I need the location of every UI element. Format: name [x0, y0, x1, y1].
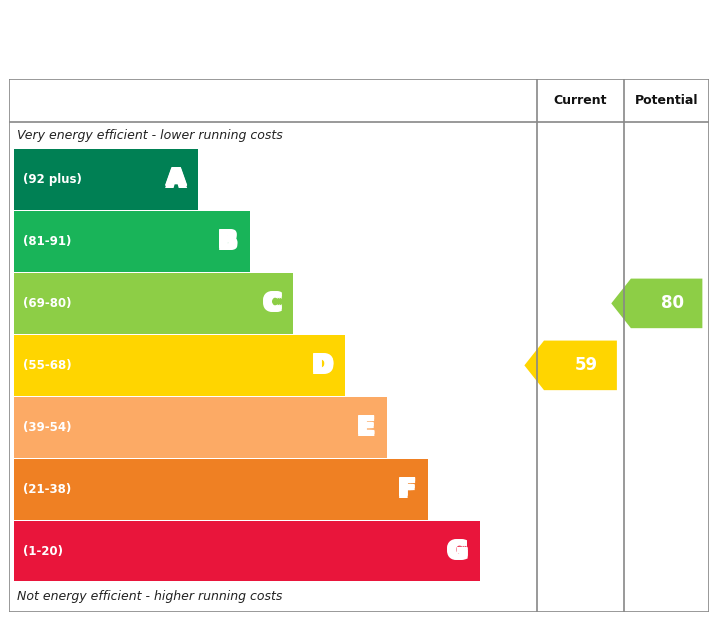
Text: (55-68): (55-68)	[23, 359, 71, 372]
Polygon shape	[611, 279, 702, 328]
Text: (39-54): (39-54)	[23, 421, 71, 434]
Text: (81-91): (81-91)	[23, 235, 71, 248]
Text: A: A	[169, 169, 187, 193]
Text: B: B	[219, 230, 237, 253]
Text: 59: 59	[575, 357, 598, 374]
Text: B: B	[217, 228, 235, 252]
Text: G: G	[448, 538, 467, 561]
Text: C: C	[261, 293, 279, 317]
Text: D: D	[315, 355, 335, 379]
Bar	[14, 211, 250, 272]
Text: F: F	[401, 476, 417, 500]
Text: C: C	[266, 293, 283, 317]
Text: A: A	[169, 167, 187, 191]
Text: F: F	[401, 479, 417, 503]
Text: F: F	[401, 477, 417, 501]
Text: G: G	[449, 538, 469, 561]
Text: E: E	[360, 415, 376, 439]
Bar	[14, 521, 480, 581]
Text: B: B	[221, 231, 239, 255]
Text: E: E	[358, 413, 374, 438]
Text: D: D	[311, 353, 330, 378]
Text: E: E	[360, 417, 376, 441]
Text: E: E	[358, 417, 374, 441]
Text: G: G	[446, 538, 465, 561]
Text: 80: 80	[661, 295, 684, 313]
Bar	[14, 397, 386, 457]
Text: A: A	[165, 166, 183, 190]
Text: F: F	[399, 477, 415, 501]
Text: A: A	[165, 169, 183, 193]
Text: G: G	[449, 541, 469, 565]
Text: D: D	[311, 352, 330, 376]
Text: A: A	[169, 166, 187, 190]
Text: D: D	[315, 352, 335, 376]
Text: F: F	[399, 476, 415, 500]
Text: Current: Current	[554, 94, 607, 107]
Text: (1-20): (1-20)	[23, 545, 62, 558]
Text: (21-38): (21-38)	[23, 483, 71, 496]
Text: E: E	[355, 415, 372, 439]
Text: C: C	[261, 290, 279, 314]
Text: C: C	[264, 292, 281, 316]
Text: B: B	[217, 231, 235, 255]
Text: D: D	[313, 353, 332, 378]
Text: D: D	[313, 355, 332, 379]
Bar	[14, 149, 198, 210]
Text: B: B	[219, 228, 237, 252]
Text: A: A	[167, 166, 185, 190]
Text: D: D	[315, 353, 335, 378]
Text: E: E	[355, 413, 372, 438]
Text: B: B	[219, 231, 237, 255]
Text: D: D	[313, 352, 332, 376]
Text: (92 plus): (92 plus)	[23, 173, 82, 186]
Text: F: F	[397, 479, 414, 503]
Text: G: G	[448, 541, 467, 565]
Text: E: E	[360, 413, 376, 438]
Text: Very energy efficient - lower running costs: Very energy efficient - lower running co…	[17, 129, 283, 142]
Text: E: E	[355, 417, 372, 441]
Text: B: B	[221, 228, 239, 252]
Text: D: D	[311, 355, 330, 379]
Bar	[14, 335, 345, 396]
Text: Energy Efficiency Rating: Energy Efficiency Rating	[18, 23, 478, 56]
Polygon shape	[524, 340, 617, 390]
Text: C: C	[261, 292, 279, 316]
Text: F: F	[397, 477, 414, 501]
Text: C: C	[264, 293, 281, 317]
Text: Potential: Potential	[635, 94, 699, 107]
Text: F: F	[397, 476, 414, 500]
Text: E: E	[358, 415, 374, 439]
Text: C: C	[264, 290, 281, 314]
Text: Not energy efficient - higher running costs: Not energy efficient - higher running co…	[17, 590, 282, 603]
Text: A: A	[165, 167, 183, 191]
Text: G: G	[446, 541, 465, 565]
Bar	[14, 273, 294, 334]
Text: G: G	[448, 539, 467, 563]
Text: C: C	[266, 290, 283, 314]
Text: C: C	[266, 292, 283, 316]
Text: G: G	[449, 539, 469, 563]
Text: (69-80): (69-80)	[23, 297, 71, 310]
Text: F: F	[399, 479, 415, 503]
Bar	[14, 459, 428, 519]
Text: A: A	[167, 167, 185, 191]
Text: G: G	[446, 539, 465, 563]
Text: B: B	[221, 230, 239, 253]
Text: B: B	[217, 230, 235, 253]
Text: A: A	[167, 169, 185, 193]
